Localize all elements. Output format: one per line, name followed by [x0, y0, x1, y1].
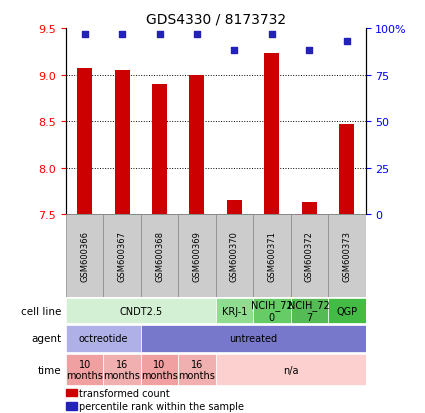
Bar: [215, 298, 253, 324]
Bar: [227, 201, 242, 215]
Bar: [66, 298, 215, 324]
Text: agent: agent: [31, 334, 62, 344]
Text: 10
months: 10 months: [66, 359, 103, 380]
Text: KRJ-1: KRJ-1: [222, 306, 247, 316]
Point: [343, 38, 350, 45]
Text: percentile rank within the sample: percentile rank within the sample: [79, 401, 244, 411]
Text: GSM600372: GSM600372: [305, 231, 314, 281]
Bar: [253, 215, 291, 297]
Text: time: time: [38, 365, 62, 375]
Text: GSM600371: GSM600371: [267, 231, 276, 281]
Bar: [141, 325, 366, 353]
Text: NCIH_72
0: NCIH_72 0: [251, 299, 293, 322]
Text: GSM600370: GSM600370: [230, 231, 239, 281]
Bar: [66, 215, 103, 297]
Bar: [328, 215, 366, 297]
Bar: [264, 54, 279, 215]
Text: octreotide: octreotide: [79, 334, 128, 344]
Text: GSM600373: GSM600373: [342, 230, 351, 282]
Text: GSM600367: GSM600367: [118, 230, 127, 282]
Bar: [115, 71, 130, 215]
Bar: [66, 354, 103, 385]
Text: untreated: untreated: [229, 334, 277, 344]
Bar: [253, 298, 291, 324]
Text: GSM600369: GSM600369: [193, 231, 201, 281]
Text: 16
months: 16 months: [178, 359, 215, 380]
Bar: [152, 85, 167, 215]
Text: n/a: n/a: [283, 365, 298, 375]
Text: NCIH_72
7: NCIH_72 7: [289, 299, 330, 322]
Bar: [66, 325, 141, 353]
Point: [306, 48, 313, 55]
Point: [193, 31, 200, 38]
Bar: [215, 354, 366, 385]
Point: [81, 31, 88, 38]
Point: [231, 48, 238, 55]
Bar: [178, 354, 215, 385]
Bar: [190, 75, 204, 215]
Text: cell line: cell line: [21, 306, 62, 316]
Text: GSM600366: GSM600366: [80, 230, 89, 282]
Bar: [291, 215, 328, 297]
Bar: [103, 215, 141, 297]
Bar: [328, 298, 366, 324]
Text: CNDT2.5: CNDT2.5: [119, 306, 162, 316]
Bar: [291, 298, 328, 324]
Bar: [215, 215, 253, 297]
Bar: [103, 354, 141, 385]
Bar: [141, 215, 178, 297]
Bar: [178, 215, 215, 297]
Title: GDS4330 / 8173732: GDS4330 / 8173732: [146, 12, 286, 26]
Bar: [302, 203, 317, 215]
Point: [119, 31, 125, 38]
Text: 16
months: 16 months: [104, 359, 141, 380]
Text: 10
months: 10 months: [141, 359, 178, 380]
Bar: [141, 354, 178, 385]
Text: transformed count: transformed count: [79, 388, 170, 398]
Bar: [339, 125, 354, 215]
Point: [156, 31, 163, 38]
Text: GSM600368: GSM600368: [155, 230, 164, 282]
Point: [269, 31, 275, 38]
Bar: [77, 69, 92, 215]
Text: QGP: QGP: [336, 306, 357, 316]
